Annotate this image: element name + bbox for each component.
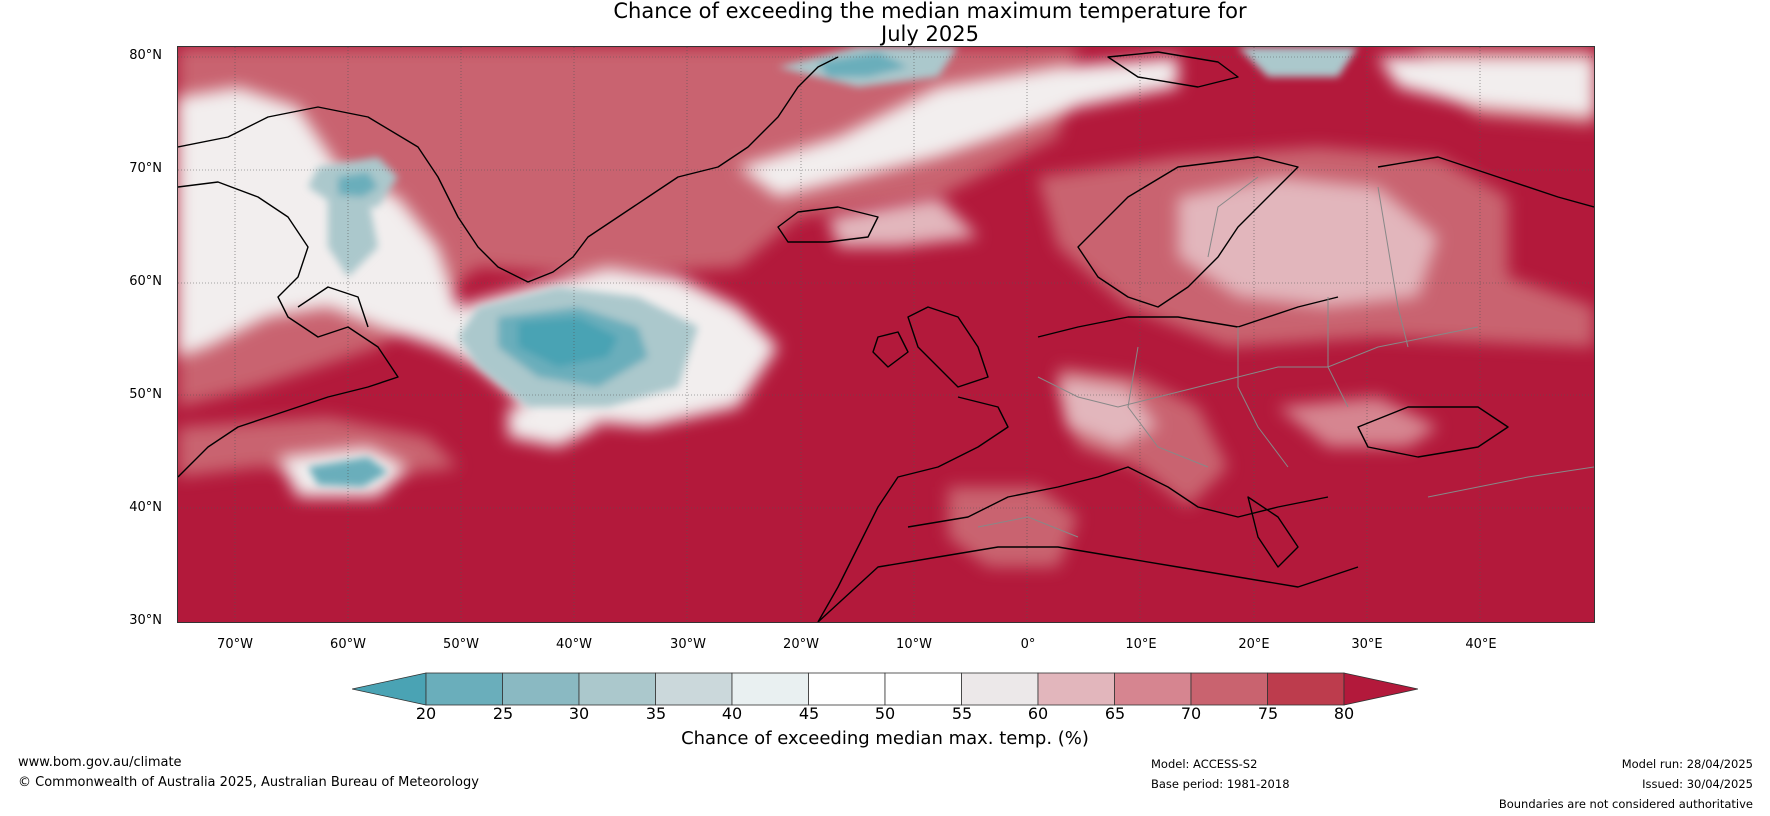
west-europe-coast	[817, 396, 1009, 622]
issued-date: Issued: 30/04/2025	[1642, 777, 1753, 791]
lon-label-50w: 50°W	[443, 637, 479, 652]
lat-label-80: 80°N	[129, 48, 162, 63]
source-url: www.bom.gov.au/climate	[18, 755, 182, 770]
colorbar-segment-45	[808, 672, 886, 706]
ireland-coast	[872, 331, 909, 368]
base-period: Base period: 1981-2018	[1151, 777, 1290, 791]
map-title: Chance of exceeding the median maximum t…	[0, 0, 1770, 46]
lon-label-10e: 10°E	[1125, 637, 1157, 652]
lon-label-60w: 60°W	[330, 637, 366, 652]
lat-label-70: 70°N	[129, 161, 162, 176]
colorbar-segment-25	[502, 672, 580, 706]
arctic-russia-coast	[1377, 156, 1594, 208]
colorbar-tick-75: 75	[1257, 704, 1279, 723]
colorbar-segment-75	[1267, 672, 1345, 706]
north-america-coast	[178, 181, 399, 478]
colorbar-svg	[351, 672, 1419, 706]
north-europe-coast	[1037, 296, 1339, 338]
lon-label-70w: 70°W	[217, 637, 253, 652]
colorbar-segment-50	[884, 672, 962, 706]
colorbar-tick-70: 70	[1180, 704, 1202, 723]
colorbar-segment-65	[1114, 672, 1192, 706]
greenland-coast	[178, 56, 839, 283]
balkan-coast	[1247, 496, 1299, 568]
colorbar-title: Chance of exceeding median max. temp. (%…	[681, 728, 1089, 749]
north-africa-coast	[817, 546, 1359, 622]
mediterranean-north-coast	[907, 466, 1329, 528]
lat-label-50: 50°N	[129, 387, 162, 402]
colorbar-tick-40: 40	[721, 704, 743, 723]
colorbar-segment-40	[731, 672, 809, 706]
model-name: Model: ACCESS-S2	[1151, 757, 1258, 771]
black-sea-coast	[1357, 406, 1509, 458]
britain-coast	[907, 306, 989, 388]
map-title-line2: July 2025	[881, 22, 979, 46]
colorbar-tick-50: 50	[874, 704, 896, 723]
colorbar	[351, 672, 1419, 706]
lon-label-40w: 40°W	[556, 637, 592, 652]
copyright-notice: © Commonwealth of Australia 2025, Austra…	[18, 775, 479, 790]
colorbar-tick-35: 35	[645, 704, 667, 723]
forecast-map-svg	[178, 47, 1594, 622]
colorbar-tick-80: 80	[1333, 704, 1355, 723]
colorbar-tick-65: 65	[1104, 704, 1126, 723]
forecast-map	[177, 46, 1595, 623]
svalbard-coast	[1107, 51, 1239, 88]
colorbar-tick-55: 55	[951, 704, 973, 723]
lon-label-0: 0°	[1020, 637, 1036, 652]
colorbar-segment-20	[425, 672, 503, 706]
colorbar-segment-30	[578, 672, 656, 706]
colorbar-tick-30: 30	[568, 704, 590, 723]
hudson-strait-coast	[297, 286, 369, 328]
colorbar-tick-45: 45	[798, 704, 820, 723]
graticule	[178, 47, 1594, 622]
scandinavia-coast	[1077, 156, 1299, 308]
colorbar-segment-55	[961, 672, 1039, 706]
model-run-date: Model run: 28/04/2025	[1621, 757, 1753, 771]
colorbar-segments	[351, 672, 1419, 706]
map-title-line1: Chance of exceeding the median maximum t…	[613, 0, 1247, 23]
lat-label-40: 40°N	[129, 500, 162, 515]
colorbar-extend-high	[1343, 672, 1419, 706]
colorbar-segment-60	[1037, 672, 1115, 706]
iceland-coast	[777, 206, 879, 243]
light-red-patches	[828, 177, 1438, 447]
lat-label-60: 60°N	[129, 274, 162, 289]
colorbar-tick-60: 60	[1027, 704, 1049, 723]
colorbar-tick-20: 20	[415, 704, 437, 723]
coastlines	[178, 51, 1594, 622]
lon-label-10w: 10°W	[896, 637, 932, 652]
colorbar-tick-25: 25	[492, 704, 514, 723]
colorbar-segment-70	[1190, 672, 1268, 706]
colorbar-extend-low	[351, 672, 427, 706]
lon-label-30w: 30°W	[670, 637, 706, 652]
colorbar-segment-35	[655, 672, 733, 706]
boundaries-disclaimer: Boundaries are not considered authoritat…	[1498, 797, 1753, 811]
lon-label-40e: 40°E	[1465, 637, 1497, 652]
national-borders	[977, 176, 1594, 538]
lon-label-20w: 20°W	[783, 637, 819, 652]
lon-label-30e: 30°E	[1351, 637, 1383, 652]
lon-label-20e: 20°E	[1238, 637, 1270, 652]
lat-label-30: 30°N	[129, 613, 162, 628]
